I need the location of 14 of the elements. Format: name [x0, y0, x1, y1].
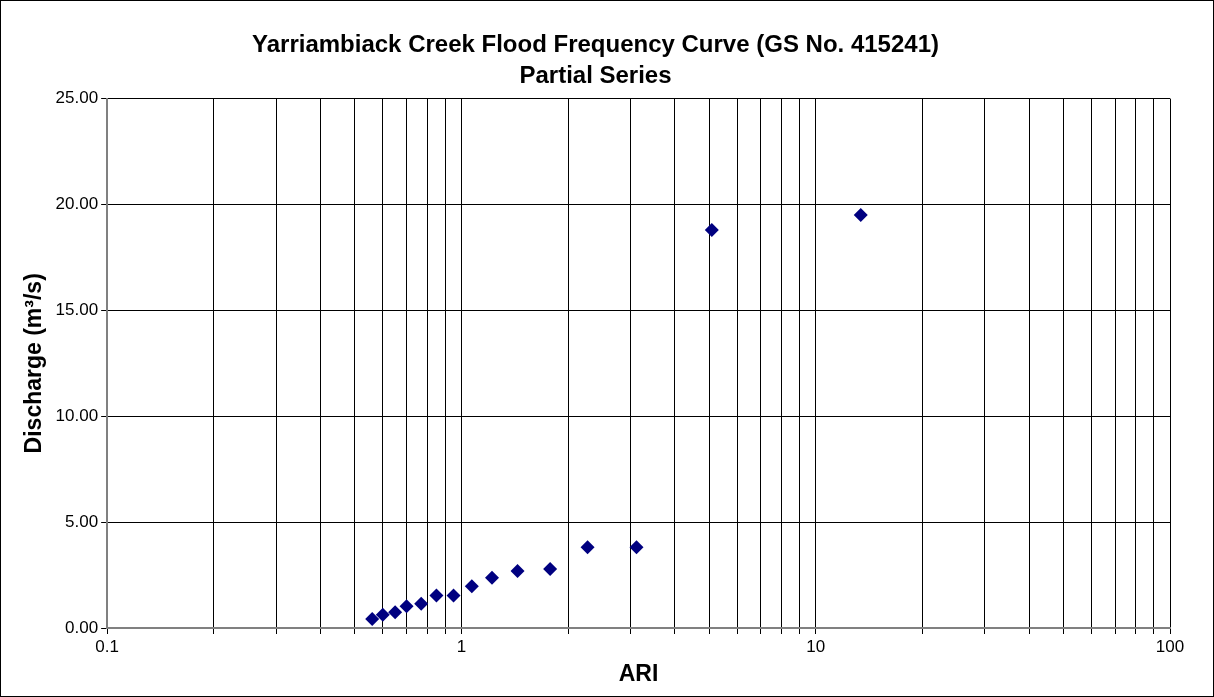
y-tick-label: 10.00 [55, 405, 99, 425]
y-tick-label: 15.00 [55, 300, 99, 320]
x-tick-label: 10 [806, 636, 826, 656]
chart-subtitle: Partial Series [519, 60, 672, 88]
y-axis-title: Discharge (m³/s) [20, 273, 47, 454]
y-tick-label: 5.00 [65, 511, 99, 531]
x-axis-title: ARI [618, 659, 659, 686]
x-tick-label: 0.1 [95, 636, 119, 656]
y-tick-label: 20.00 [55, 194, 99, 214]
x-tick-label: 1 [456, 636, 467, 656]
y-tick-label: 25.00 [55, 88, 99, 108]
x-tick-label: 100 [1155, 636, 1185, 656]
y-tick-label: 0.00 [65, 617, 99, 637]
chart-title: Yarriambiack Creek Flood Frequency Curve (GS No. 415241) [252, 30, 939, 58]
